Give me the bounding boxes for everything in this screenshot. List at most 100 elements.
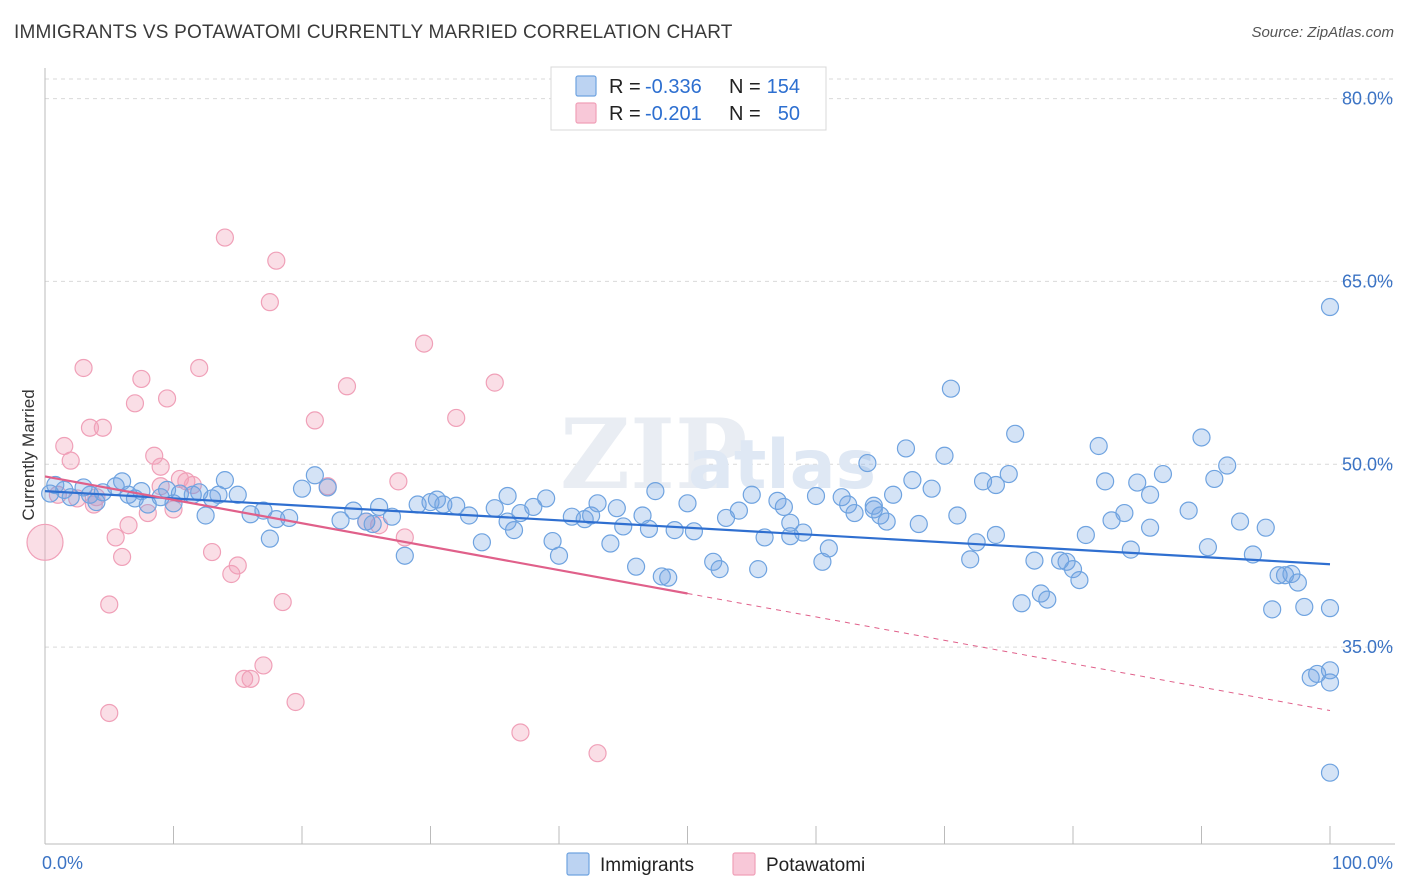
immigrants-point [395, 546, 414, 565]
immigrants-point [749, 560, 768, 579]
legend-n-value-1: 154 [767, 76, 800, 98]
potawatomi-point [267, 251, 286, 270]
immigrants-point [41, 484, 60, 503]
potawatomi-point [273, 592, 292, 612]
immigrants-point [1025, 551, 1044, 570]
immigrants-point [1198, 538, 1218, 557]
immigrants-point [382, 507, 402, 526]
potawatomi-point [485, 373, 504, 392]
immigrants-point [1070, 570, 1089, 590]
immigrants-point [948, 506, 967, 525]
x-tick-labels: 0.0% 100.0% [42, 853, 1393, 873]
immigrants-point [607, 499, 626, 518]
immigrants-point [858, 453, 877, 473]
potawatomi-point [228, 556, 247, 575]
potawatomi-point [414, 334, 434, 353]
immigrants-point [1121, 540, 1140, 559]
immigrants-point [659, 568, 678, 587]
immigrants-point [1263, 600, 1282, 619]
legend: R = -0.336 N = 154 R = -0.201 N = 50 [550, 66, 827, 131]
potawatomi-point [100, 595, 119, 614]
immigrants-point [524, 497, 543, 517]
potawatomi-point [26, 523, 64, 561]
immigrants-point [986, 475, 1006, 495]
potawatomi-point [125, 394, 145, 413]
legend-r-value-2: -0.201 [645, 103, 702, 125]
x-tick-label-min: 0.0% [42, 853, 83, 873]
immigrants-point [601, 534, 620, 553]
immigrants-point [260, 529, 279, 548]
potawatomi-point [511, 723, 530, 742]
potawatomi-trend-extension [687, 593, 1331, 712]
immigrants-point [774, 497, 793, 517]
immigrants-point [292, 479, 312, 498]
immigrants-point [986, 525, 1006, 545]
immigrants-point [1320, 297, 1340, 317]
bottom-legend: Immigrants Potawatomi [566, 852, 865, 876]
legend-n-value-2: 50 [778, 103, 800, 125]
bottom-legend-immigrants: Immigrants [600, 855, 694, 876]
immigrants-point [999, 464, 1018, 484]
potawatomi-trend-line [44, 475, 688, 595]
immigrants-point [1218, 456, 1237, 475]
bottom-legend-swatch-immigrants [566, 852, 590, 876]
immigrants-point [196, 506, 215, 525]
immigrants-point [280, 508, 299, 528]
immigrants-point [652, 567, 671, 586]
y-tick-label-1: 50.0% [1342, 454, 1393, 474]
potawatomi-point [183, 475, 202, 495]
potawatomi-point [190, 358, 209, 378]
potawatomi-point [254, 656, 273, 675]
potawatomi-point [84, 495, 103, 514]
immigrants-trend-line [44, 490, 1331, 566]
potawatomi-point [151, 457, 170, 476]
immigrants-point [1230, 512, 1250, 531]
immigrants-point [710, 560, 729, 579]
immigrants-point [1057, 552, 1076, 571]
immigrants-point [588, 494, 607, 513]
potawatomi-point [119, 516, 138, 535]
immigrants-point [305, 466, 324, 485]
immigrants-point [331, 511, 350, 530]
potawatomi-point [145, 446, 164, 465]
legend-n-label-2: N = [729, 103, 761, 125]
immigrants-point [806, 486, 826, 506]
immigrants-point [1140, 518, 1160, 537]
potawatomi-points [26, 228, 607, 763]
immigrants-point [626, 557, 646, 576]
potawatomi-point [80, 418, 100, 437]
y-tick-label-2: 65.0% [1342, 271, 1393, 291]
immigrants-point [1096, 472, 1115, 491]
immigrants-point [1320, 661, 1340, 680]
immigrants-point [549, 546, 569, 565]
immigrants-point [639, 519, 659, 538]
watermark: ZIP atlas [560, 398, 876, 511]
immigrants-point [318, 478, 337, 497]
y-axis-label: Currently Married [19, 389, 38, 520]
chart-title: IMMIGRANTS VS POTAWATOMI CURRENTLY MARRI… [14, 22, 733, 43]
potawatomi-point [305, 411, 324, 430]
immigrants-point [678, 494, 697, 513]
potawatomi-point [447, 408, 466, 428]
immigrants-point [46, 475, 65, 495]
immigrants-point [922, 479, 941, 498]
potawatomi-point [61, 451, 80, 470]
potawatomi-point [202, 542, 222, 562]
bottom-legend-potawatomi: Potawatomi [766, 855, 865, 876]
immigrants-point [1115, 503, 1134, 523]
immigrants-point [909, 514, 928, 534]
potawatomi-point [106, 528, 125, 547]
immigrants-point [864, 496, 883, 515]
immigrants-point [1320, 763, 1340, 782]
immigrants-point [1038, 590, 1057, 609]
potawatomi-point [112, 547, 132, 567]
y-tick-labels: 35.0% 50.0% 65.0% 80.0% [1342, 89, 1393, 658]
immigrants-point [1288, 573, 1307, 592]
potawatomi-point [100, 703, 119, 723]
immigrants-point [961, 550, 980, 569]
y-tick-label-3: 80.0% [1342, 89, 1393, 109]
potawatomi-point [389, 472, 408, 491]
immigrants-point [967, 533, 986, 552]
immigrants-point [1140, 485, 1160, 504]
